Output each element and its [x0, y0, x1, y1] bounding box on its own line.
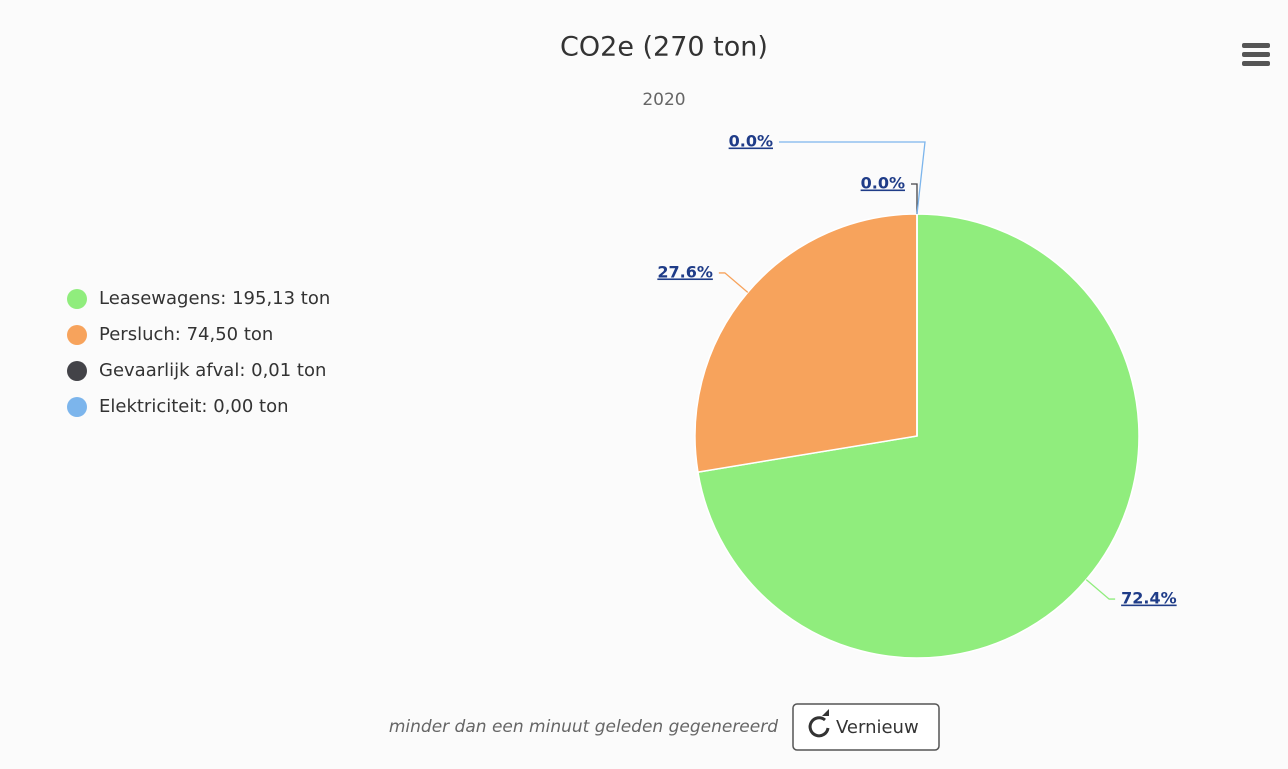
data-label: 27.6% [657, 262, 713, 281]
menu-button[interactable] [1242, 43, 1270, 66]
refresh-button[interactable]: Vernieuw [792, 703, 940, 751]
data-label: 72.4% [1121, 589, 1177, 608]
legend-label: Elektriciteit: 0,00 ton [99, 396, 288, 417]
legend-label: Leasewagens: 195,13 ton [99, 288, 330, 309]
pie-slice [694, 213, 918, 473]
data-label: 0.0% [861, 174, 905, 193]
menu-bar [1242, 52, 1270, 57]
chart-title: CO2e (270 ton) [560, 32, 768, 63]
legend-marker [67, 325, 87, 345]
connector [718, 272, 749, 293]
data-label: 0.0% [729, 132, 773, 151]
legend-marker [67, 397, 87, 417]
button-label: Vernieuw [836, 717, 919, 738]
refresh-icon [822, 709, 829, 716]
legend-marker [67, 361, 87, 381]
button-frame [792, 703, 940, 751]
footer-note: minder dan een minuut geleden gegenereer… [389, 717, 778, 737]
chart-subtitle: 2020 [642, 90, 685, 110]
menu-bar [1242, 61, 1270, 66]
refresh-icon [808, 716, 830, 738]
legend-label: Persluch: 74,50 ton [99, 324, 273, 345]
connector [1085, 579, 1116, 600]
menu-bar [1242, 43, 1270, 48]
legend-label: Gevaarlijk afval: 0,01 ton [99, 360, 326, 381]
connector [779, 141, 926, 215]
connector [911, 183, 918, 214]
legend-marker [67, 289, 87, 309]
